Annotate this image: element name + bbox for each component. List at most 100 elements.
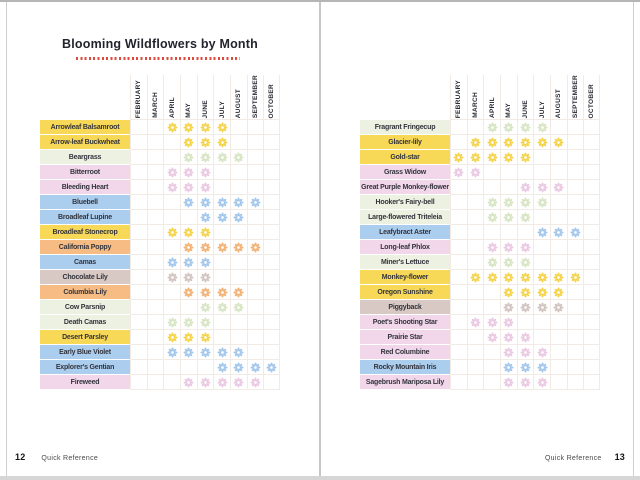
table-row: Arrowleaf Balsamroot [40, 120, 280, 135]
bloom-cells [130, 270, 280, 285]
bloom-cell [130, 225, 147, 240]
month-header-row: FEBRUARY MARCH APRIL MAY JUNE JULY AUGUST SEPTE… [450, 75, 600, 122]
bloom-cell [196, 330, 214, 345]
page-frame-right [633, 2, 634, 476]
bloom-cell [163, 300, 180, 315]
bloom-cell [499, 375, 517, 390]
month-header-cell: MARCH [146, 75, 164, 122]
bloom-cell [499, 180, 517, 195]
bloom-cells [450, 360, 600, 375]
bloom-cell [466, 195, 484, 210]
title-underline-dots [76, 57, 240, 60]
table-row: Prairie Star [360, 330, 600, 345]
table-row: Bleeding Heart [40, 180, 280, 195]
table-body: Arrowleaf Balsamroot Arrow-leaf Buckwheat… [40, 120, 280, 390]
table-row: Beargrass [40, 150, 280, 165]
bloom-cell [146, 255, 164, 270]
bloom-cell [263, 285, 280, 300]
flower-icon [233, 287, 244, 297]
flower-icon [470, 137, 481, 147]
bloom-cell [549, 285, 567, 300]
bloom-cell [146, 150, 164, 165]
flower-icon [537, 197, 548, 207]
flower-icon [537, 362, 548, 372]
bloom-cells [450, 255, 600, 270]
flower-name-label: Early Blue Violet [40, 345, 130, 360]
flower-icon [200, 227, 211, 237]
bloom-cell [466, 300, 484, 315]
bloom-cell [213, 180, 230, 195]
flower-name-label: Fragrant Fringecup [360, 120, 450, 135]
bloom-cell [246, 225, 264, 240]
flower-icon [217, 122, 228, 132]
bloom-cell [229, 165, 247, 180]
flower-icon [520, 137, 531, 147]
bloom-cell [516, 315, 534, 330]
table-row: Cow Parsnip [40, 300, 280, 315]
bloom-cell [499, 345, 517, 360]
table-row: Desert Parsley [40, 330, 280, 345]
flower-icon [200, 182, 211, 192]
bloom-cell [213, 270, 230, 285]
bloom-cell [229, 330, 247, 345]
flower-icon [503, 212, 514, 222]
bloom-cell [196, 120, 214, 135]
month-header-cell: MAY [179, 75, 197, 122]
month-label: JULY [538, 100, 546, 119]
bloom-cell [130, 150, 147, 165]
flower-name-label: Beargrass [40, 150, 130, 165]
bloom-cell [263, 330, 280, 345]
bloom-cell [213, 240, 230, 255]
flower-icon [503, 122, 514, 132]
bloom-cell [499, 120, 517, 135]
bloom-cell [450, 375, 467, 390]
flower-icon [537, 122, 548, 132]
flower-icon [183, 287, 194, 297]
month-header-cell: AUGUST [549, 75, 567, 122]
flower-icon [200, 257, 211, 267]
bloom-cell [146, 135, 164, 150]
bloom-cell [566, 285, 584, 300]
bloom-cell [466, 135, 484, 150]
month-header-cell: AUGUST [229, 75, 247, 122]
bloom-cell [263, 240, 280, 255]
bloom-cell [196, 255, 214, 270]
bloom-cell [450, 330, 467, 345]
bloom-cell [179, 255, 197, 270]
bloom-cell [533, 120, 550, 135]
bloom-cells [130, 315, 280, 330]
bloom-cells [130, 180, 280, 195]
bloom-cell [533, 135, 550, 150]
bloom-cell [466, 285, 484, 300]
bloom-cell [163, 135, 180, 150]
bloom-cell [516, 255, 534, 270]
page-frame-bottom [0, 476, 640, 480]
flower-icon [183, 242, 194, 252]
bloom-cell [179, 180, 197, 195]
table-row: Death Camas [40, 315, 280, 330]
bloom-cell [130, 120, 147, 135]
bloom-cell [583, 195, 600, 210]
flower-icon [520, 302, 531, 312]
table-row: Bitterroot [40, 165, 280, 180]
flower-icon [537, 287, 548, 297]
flower-icon [503, 287, 514, 297]
bloom-cell [146, 120, 164, 135]
flower-icon [200, 287, 211, 297]
bloom-cell [213, 360, 230, 375]
bloom-cell [130, 180, 147, 195]
table-row: Glacier-lily [360, 135, 600, 150]
bloom-cell [566, 120, 584, 135]
table-row: Chocolate Lily [40, 270, 280, 285]
bloom-cell [263, 210, 280, 225]
table-row: Sagebrush Mariposa Lily [360, 375, 600, 390]
flower-icon [200, 212, 211, 222]
bloom-cell [583, 330, 600, 345]
flower-name-label: Columbia Lily [40, 285, 130, 300]
bloom-cell [146, 210, 164, 225]
flower-icon [217, 377, 228, 387]
bloom-cell [263, 300, 280, 315]
bloom-cell [229, 375, 247, 390]
flower-icon [503, 197, 514, 207]
bloom-cell [549, 300, 567, 315]
